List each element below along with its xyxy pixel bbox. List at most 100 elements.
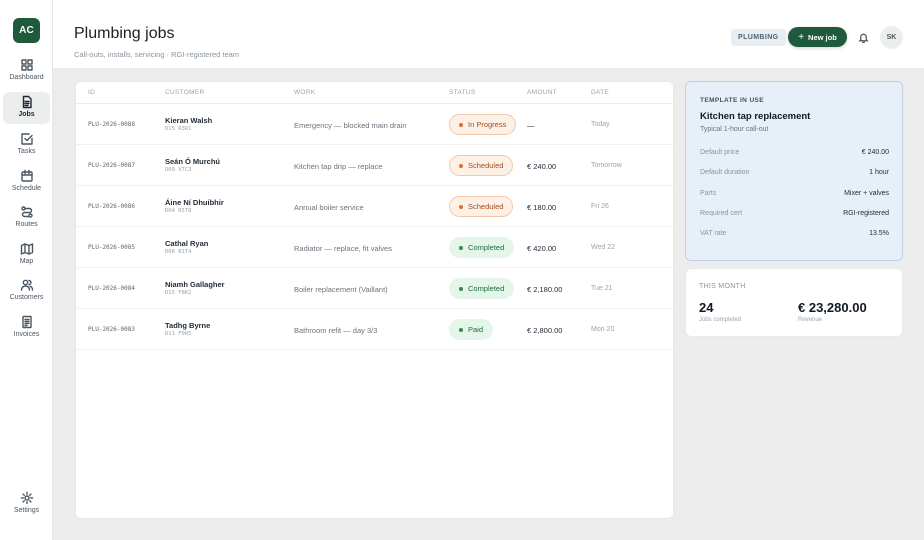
sidebar-item-routes[interactable]: Routes: [3, 202, 50, 234]
month-summary: THIS MONTH 24 Jobs completed € 23,280.00…: [685, 268, 903, 337]
date: Fri 26: [591, 203, 609, 210]
jobs-completed-value: 24: [699, 300, 714, 315]
checkbox-icon: [20, 133, 33, 145]
status-badge: Completed: [449, 278, 515, 299]
user-avatar[interactable]: SK: [880, 26, 903, 49]
sidebar-item-label: Customers: [9, 294, 44, 301]
column-header-customer[interactable]: CUSTOMER: [165, 89, 205, 96]
date: Tomorrow: [591, 162, 622, 169]
table-row[interactable]: PLU-2026-0087 Seán Ó Murchú D09 V7C3 Kit…: [76, 145, 673, 186]
sidebar-item-dashboard[interactable]: Dashboard: [3, 55, 50, 87]
amount: € 2,180.00: [527, 285, 563, 294]
status-badge: Scheduled: [449, 155, 514, 176]
status-label: Completed: [468, 284, 505, 293]
customer-eircode: D11 F9R5: [165, 331, 192, 337]
column-header-date[interactable]: DATE: [591, 89, 610, 96]
gear-icon: [20, 491, 33, 505]
customer-eircode: D09 V7C3: [165, 167, 192, 173]
amount: € 420.00: [527, 244, 557, 253]
jobs-table: ID CUSTOMER WORK STATUS AMOUNT DATE PLU-…: [75, 81, 674, 519]
status-badge: Paid: [449, 319, 494, 340]
table-row[interactable]: PLU-2026-0086 Áine Ní Dhuibhir D04 R5T8 …: [76, 186, 673, 227]
customer-name: Cathal Ryan: [165, 239, 209, 248]
template-subtitle: Typical 1-hour call-out: [700, 126, 769, 133]
new-job-button[interactable]: + New job: [788, 27, 847, 47]
sidebar-item-map[interactable]: Map: [3, 239, 50, 271]
job-id: PLU-2026-0084: [88, 285, 135, 292]
customer-eircode: D06 B1T4: [165, 249, 192, 255]
job-id: PLU-2026-0083: [88, 326, 135, 333]
customer-name: Seán Ó Murchú: [165, 157, 221, 166]
status-dot: [459, 163, 463, 168]
status-dot: [459, 327, 463, 332]
date: Wed 22: [591, 244, 615, 251]
route-icon: [20, 206, 33, 218]
template-field: VAT rate 13.5%: [700, 230, 889, 242]
column-header-id[interactable]: ID: [88, 89, 96, 96]
template-field: Parts Mixer + valves: [700, 190, 889, 202]
sidebar: AC Dashboard Jobs Tasks Schedule Routes …: [0, 0, 53, 540]
status-badge: In Progress: [449, 114, 517, 135]
amount: —: [527, 121, 535, 130]
customer-eircode: D04 R5T8: [165, 208, 192, 214]
table-header: ID CUSTOMER WORK STATUS AMOUNT DATE: [76, 82, 673, 104]
status-label: Scheduled: [468, 202, 504, 211]
date: Today: [591, 121, 610, 128]
table-row[interactable]: PLU-2026-0085 Cathal Ryan D06 B1T4 Radia…: [76, 227, 673, 268]
sidebar-item-label: Tasks: [17, 148, 36, 155]
amount: € 240.00: [527, 162, 557, 171]
customer-eircode: D15 F8K2: [165, 290, 192, 296]
customer-name: Kieran Walsh: [165, 116, 213, 125]
field-value: 13.5%: [869, 230, 889, 237]
map-icon: [20, 243, 33, 255]
page-subtitle: Call-outs, installs, servicing · RGI-reg…: [74, 50, 240, 59]
status-label: Completed: [468, 243, 505, 252]
work-description: Boiler replacement (Vaillant): [294, 285, 388, 294]
field-value: 1 hour: [869, 169, 889, 176]
customer-name: Niamh Gallagher: [165, 280, 225, 289]
field-value: RGI-registered: [843, 210, 889, 217]
table-row[interactable]: PLU-2026-0084 Niamh Gallagher D15 F8K2 B…: [76, 268, 673, 309]
template-field: Default price € 240.00: [700, 149, 889, 161]
notifications-button[interactable]: [855, 29, 871, 45]
sidebar-item-schedule[interactable]: Schedule: [3, 166, 50, 198]
date: Mon 20: [591, 326, 615, 333]
status-label: Scheduled: [468, 161, 504, 170]
sidebar-item-settings[interactable]: Settings: [3, 488, 50, 520]
page-header: Plumbing jobs Call-outs, installs, servi…: [53, 0, 924, 68]
table-row[interactable]: PLU-2026-0088 Kieran Walsh D15 R3R1 Emer…: [76, 104, 673, 145]
job-id: PLU-2026-0088: [88, 121, 135, 128]
field-label: VAT rate: [700, 230, 727, 237]
sidebar-item-invoices[interactable]: Invoices: [3, 312, 50, 344]
amount: € 2,800.00: [527, 326, 563, 335]
template-eyebrow: TEMPLATE IN USE: [700, 97, 765, 104]
status-dot: [459, 245, 463, 250]
status-label: Paid: [468, 325, 484, 334]
sidebar-item-label: Routes: [15, 221, 38, 228]
field-label: Parts: [700, 190, 717, 197]
document-icon: [22, 95, 32, 109]
table-row[interactable]: PLU-2026-0083 Tadhg Byrne D11 F9R5 Bathr…: [76, 309, 673, 350]
column-header-status[interactable]: STATUS: [449, 89, 476, 96]
work-description: Emergency — blocked main drain: [294, 121, 407, 130]
sidebar-item-jobs[interactable]: Jobs: [3, 92, 50, 124]
sidebar-item-tasks[interactable]: Tasks: [3, 129, 50, 161]
customer-name: Tadhg Byrne: [165, 321, 211, 330]
field-label: Default price: [700, 149, 740, 156]
column-header-amount[interactable]: AMOUNT: [527, 89, 557, 96]
date: Tue 21: [591, 285, 613, 292]
trade-tag: PLUMBING: [731, 29, 786, 46]
column-header-work[interactable]: WORK: [294, 89, 316, 96]
field-label: Required cert: [700, 210, 743, 217]
status-dot: [459, 122, 463, 127]
status-label: In Progress: [468, 120, 507, 129]
field-label: Default duration: [700, 169, 750, 176]
app-logo[interactable]: AC: [13, 18, 40, 43]
work-description: Kitchen tap drip — replace: [294, 162, 383, 171]
sidebar-item-label: Invoices: [13, 331, 40, 338]
sidebar-item-customers[interactable]: Customers: [3, 275, 50, 307]
job-id: PLU-2026-0085: [88, 244, 135, 251]
revenue-label: Revenue: [798, 317, 823, 323]
invoice-icon: [21, 315, 32, 329]
customer-name: Áine Ní Dhuibhir: [165, 198, 224, 207]
